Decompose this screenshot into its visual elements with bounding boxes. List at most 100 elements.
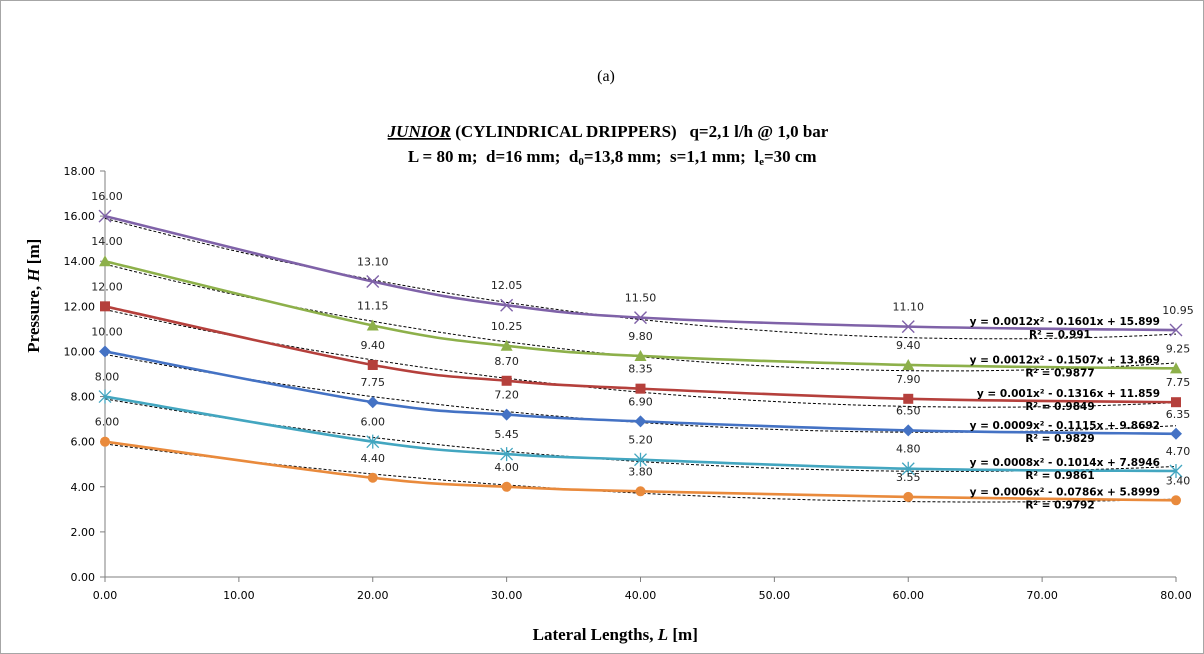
data-label: 12.00 — [91, 280, 123, 293]
data-point-triangle — [1170, 362, 1182, 374]
data-point-triangle — [366, 319, 379, 331]
data-label: 4.80 — [896, 443, 921, 456]
y-tick-label: 2.00 — [71, 526, 96, 539]
data-label: 6.50 — [896, 404, 921, 417]
title-line1-rest: (CYLINDRICAL DRIPPERS) q=2,1 l/h @ 1,0 b… — [451, 122, 829, 141]
chart-title-line2: L = 80 m; d=16 mm; d0=13,8 mm; s=1,1 mm;… — [387, 147, 830, 168]
trendline-equation: y = 0.0008x² - 0.1014x + 7.8946 — [970, 457, 1160, 469]
trendline-r2: R² = 0.9792 — [1025, 499, 1094, 511]
trendline-equation: y = 0.001x² - 0.1316x + 11.859 — [977, 388, 1160, 400]
data-point-diamond — [500, 408, 513, 421]
data-label: 11.10 — [893, 301, 925, 314]
data-label: 11.15 — [357, 300, 389, 313]
data-point-star — [500, 447, 514, 462]
data-label: 4.40 — [361, 452, 386, 465]
data-point-diamond — [366, 396, 379, 409]
trendline-equation: y = 0.0012x² - 0.1507x + 13.869 — [970, 354, 1160, 366]
data-point-x — [500, 298, 514, 312]
y-tick-label: 6.00 — [71, 436, 96, 449]
data-label: 5.45 — [494, 428, 519, 441]
data-label: 6.00 — [95, 416, 120, 429]
data-point-square — [501, 375, 512, 386]
x-tick-label: 50.00 — [759, 589, 791, 602]
x-tick-label: 0.00 — [93, 589, 118, 602]
y-axis-title: Pressure, H [m] — [24, 226, 43, 374]
y-tick-label: 14.00 — [64, 255, 96, 268]
x-axis-title-var: L — [657, 625, 668, 644]
data-point-diamond — [1170, 427, 1182, 440]
y-axis-title-unit: [m] — [24, 239, 43, 269]
data-point-circle — [635, 486, 646, 497]
axes: 0.00 10.00 20.00 30.00 40.00 50.00 60.00 70.00 8… — [64, 165, 1192, 602]
y-tick-label: 10.00 — [64, 345, 96, 358]
data-label: 8.70 — [494, 355, 519, 368]
data-point-triangle — [634, 349, 647, 361]
data-label: 4.00 — [494, 461, 519, 474]
data-point-square — [1171, 397, 1181, 408]
data-label: 6.35 — [1166, 408, 1191, 421]
data-label: 7.75 — [361, 376, 386, 389]
data-point-circle — [903, 491, 914, 502]
trendline-equation: y = 0.0012x² - 0.1601x + 15.899 — [970, 316, 1160, 328]
data-label: 12.05 — [491, 279, 523, 292]
y-tick-label: 18.00 — [64, 165, 96, 178]
series-layer — [98, 209, 1183, 506]
series-line — [104, 214, 1177, 332]
data-point-star — [901, 461, 915, 476]
title-sub-le: e — [759, 156, 764, 168]
data-point-x — [1169, 323, 1183, 337]
data-point-circle — [501, 481, 512, 492]
data-label: 10.00 — [91, 325, 123, 338]
x-tick-label: 70.00 — [1026, 589, 1058, 602]
data-point-star — [98, 389, 112, 404]
data-point-star — [1169, 463, 1183, 478]
data-label: 7.90 — [896, 373, 921, 386]
title-line2-a: L = 80 m; d=16 mm; d — [408, 147, 579, 166]
y-tick-label: 0.00 — [71, 571, 96, 584]
data-point-x — [634, 311, 647, 325]
y-tick-label: 16.00 — [64, 210, 96, 223]
title-line2-c: =30 cm — [764, 147, 817, 166]
panel-label: (a) — [597, 68, 615, 85]
data-point-triangle — [902, 358, 915, 370]
data-label: 7.20 — [494, 389, 519, 402]
data-label: 9.80 — [628, 330, 653, 343]
x-tick-label: 80.00 — [1160, 589, 1192, 602]
series-line — [104, 395, 1177, 473]
data-point-x — [901, 320, 915, 334]
data-point-circle — [367, 472, 378, 483]
data-point-circle — [1171, 495, 1181, 506]
data-point-square — [100, 301, 110, 312]
trendline — [104, 263, 1177, 372]
data-label: 11.50 — [625, 292, 657, 305]
data-point-triangle — [500, 339, 513, 351]
trendline-equation: y = 0.0009x² - 0.1115x + 9.8692 — [970, 420, 1160, 432]
title-brand: JUNIOR — [387, 122, 451, 141]
y-tick-label: 8.00 — [71, 391, 96, 404]
data-label: 14.00 — [91, 235, 123, 248]
data-label: 9.40 — [361, 339, 386, 352]
trendline — [104, 217, 1177, 340]
trendline-r2: R² = 0.9829 — [1025, 433, 1094, 445]
data-label: 6.90 — [628, 395, 653, 408]
data-point-circle — [100, 436, 110, 447]
data-label: 13.10 — [357, 256, 389, 269]
data-point-diamond — [99, 345, 111, 358]
chart-title-line1: JUNIOR (CYLINDRICAL DRIPPERS) q=2,1 l/h … — [387, 122, 829, 141]
trendline-r2: R² = 0.9861 — [1025, 470, 1094, 482]
series-line — [104, 350, 1177, 436]
y-axis-title-var: H — [24, 268, 43, 283]
data-point-x — [98, 209, 112, 223]
x-tick-label: 20.00 — [357, 589, 389, 602]
data-point-star — [634, 452, 647, 467]
data-label: 3.55 — [896, 471, 921, 484]
data-label: 10.95 — [1162, 304, 1194, 317]
data-point-star — [366, 434, 380, 449]
data-point-square — [367, 359, 378, 370]
title-line2-b: =13,8 mm; s=1,1 mm; l — [584, 147, 759, 166]
data-label: 3.80 — [628, 465, 653, 478]
data-label: 7.75 — [1166, 376, 1191, 389]
series-line — [104, 440, 1177, 502]
data-label: 9.40 — [896, 339, 921, 352]
